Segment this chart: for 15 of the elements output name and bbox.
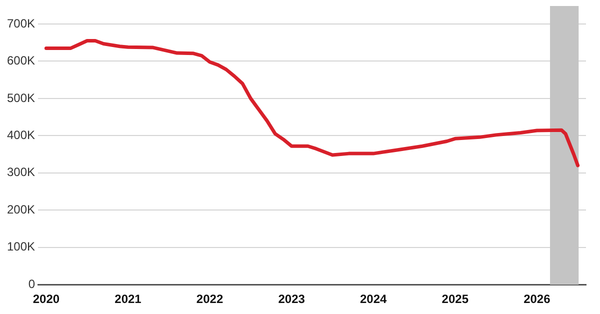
x-tick-label: 2021 <box>114 292 142 306</box>
y-tick-label: 400K <box>6 128 36 142</box>
y-tick-label: 700K <box>6 16 36 30</box>
x-tick-label: 2022 <box>196 292 224 306</box>
y-tick-label: 300K <box>6 165 36 180</box>
y-tick-label: 200K <box>6 202 36 216</box>
y-tick-label: 500K <box>6 90 36 105</box>
y-tick-label: 100K <box>6 240 36 254</box>
x-tick-label: 2026 <box>524 292 551 306</box>
x-tick-label: 2025 <box>442 292 469 306</box>
x-tick-label: 2024 <box>360 292 388 306</box>
x-tick-label: 2023 <box>278 292 306 306</box>
y-tick-label: 0 <box>28 276 36 291</box>
x-tick-label: 2020 <box>32 292 60 306</box>
y-tick-label: 600K <box>6 54 36 68</box>
